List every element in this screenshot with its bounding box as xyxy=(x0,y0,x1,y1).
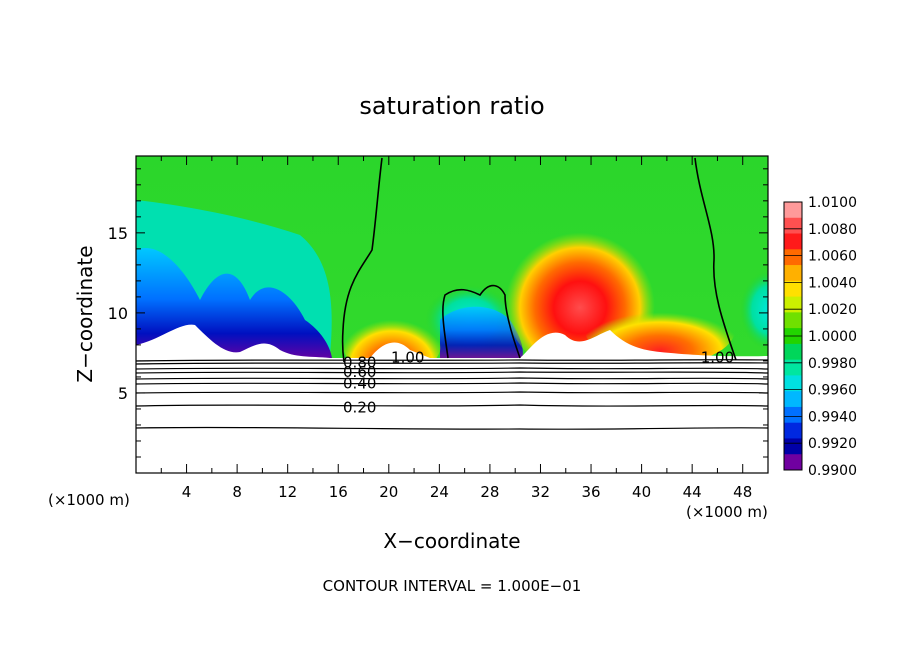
x-tick-label: 24 xyxy=(430,483,449,501)
colorbar-labels: 1.0100 1.0080 1.0060 1.0040 1.0020 1.0000 0.99… xyxy=(784,195,857,479)
x-tick-label: 40 xyxy=(632,483,651,501)
x-tick-label: 44 xyxy=(683,483,702,501)
y-axis-label: Z−coordinate xyxy=(73,245,97,382)
field-blue-region-middle xyxy=(440,306,523,358)
contour-label: 0.60 xyxy=(343,363,376,381)
colorbar-swatch xyxy=(784,280,802,298)
contour-label: 1.00 xyxy=(701,349,734,367)
colorbar-swatch xyxy=(784,454,802,471)
colorbar-swatch xyxy=(784,202,802,219)
colorbar-swatch xyxy=(784,296,802,313)
plot-frame xyxy=(135,155,769,474)
x-axis-label: X−coordinate xyxy=(383,529,520,553)
plot-area xyxy=(136,156,768,473)
colorbar-label: 0.9920 xyxy=(808,436,857,452)
y-axis: 5 10 15 xyxy=(108,168,768,458)
colorbar-label: 0.9900 xyxy=(808,463,857,479)
colorbar-swatch xyxy=(784,265,802,282)
colorbar-label: 0.9960 xyxy=(808,383,857,399)
x-tick-label: 20 xyxy=(379,483,398,501)
contour-label: 0.20 xyxy=(343,398,376,416)
chart-title: saturation ratio xyxy=(359,92,544,120)
colorbar-label: 1.0020 xyxy=(808,302,857,318)
colorbar-swatch xyxy=(784,438,802,455)
contour-line-1-00-left xyxy=(341,157,383,363)
x-tick-label: 8 xyxy=(232,483,242,501)
colorbar-label: 0.9980 xyxy=(808,356,857,372)
contour-line-1-00-middle xyxy=(442,284,521,359)
x-tick-label: 12 xyxy=(278,483,297,501)
x-tick-label: 36 xyxy=(581,483,600,501)
colorbar-swatch xyxy=(784,233,802,250)
colorbar-label: 1.0060 xyxy=(808,249,857,265)
colorbar-swatch xyxy=(784,391,802,408)
x-unit-label-right: (×1000 m) xyxy=(686,503,768,521)
colorbar-swatch xyxy=(784,312,802,329)
x-tick-label: 28 xyxy=(480,483,499,501)
contour-label: 0.40 xyxy=(343,374,376,392)
x-axis: 4 8 12 16 20 24 28 32 36 40 44 48 xyxy=(160,156,752,501)
colorbar-swatch xyxy=(784,375,802,392)
x-tick-label: 4 xyxy=(182,483,192,501)
colorbar-label: 1.0000 xyxy=(808,329,857,345)
colorbar-swatch xyxy=(784,217,802,235)
y-tick-label: 5 xyxy=(118,384,128,403)
colorbar-label: 1.0080 xyxy=(808,222,857,238)
colorbar-swatch xyxy=(784,406,802,424)
colorbar-swatch xyxy=(784,249,802,266)
x-tick-label: 16 xyxy=(329,483,348,501)
x-tick-label: 32 xyxy=(531,483,550,501)
contour-label: 1.00 xyxy=(391,349,424,367)
y-tick-label: 10 xyxy=(108,304,128,323)
colorbar-swatch xyxy=(784,422,802,439)
x-tick-label: 48 xyxy=(733,483,752,501)
colorbar-swatch xyxy=(784,359,802,376)
colorbar-label: 0.9940 xyxy=(808,409,857,425)
contour-interval-note: CONTOUR INTERVAL = 1.000E−01 xyxy=(323,577,582,595)
low-contour-lines xyxy=(136,359,768,430)
colorbar-label: 1.0100 xyxy=(808,195,857,211)
field-lower-white xyxy=(136,360,768,473)
field-cyan-edge-right xyxy=(740,270,768,350)
field-white-bumps xyxy=(136,324,768,362)
colorbar-label: 1.0040 xyxy=(808,275,857,291)
x-unit-label-left: (×1000 m) xyxy=(48,491,130,509)
y-tick-label: 15 xyxy=(108,224,128,243)
contour-label: 0.80 xyxy=(343,354,376,372)
contour-labels: 1.00 1.00 0.800.600.40 0.20 xyxy=(343,349,734,417)
colorbar-swatch xyxy=(784,343,802,361)
contour-line-1-00-right xyxy=(694,157,737,361)
